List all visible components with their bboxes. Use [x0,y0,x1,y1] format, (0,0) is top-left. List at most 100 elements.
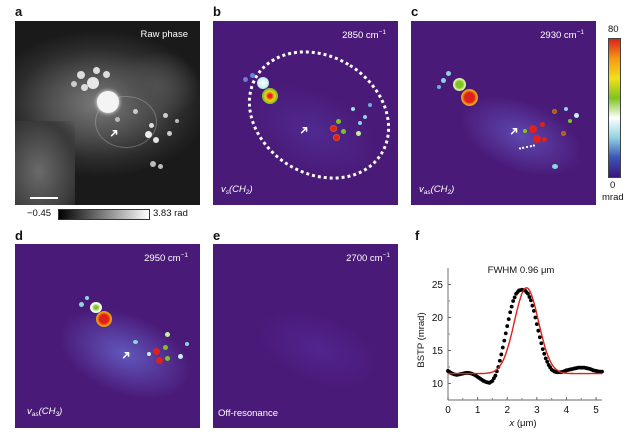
data-point [529,298,533,303]
lipid-droplet [93,67,100,74]
panel-a-title: Raw phase [140,29,188,40]
x-tick-label: 2 [504,405,510,416]
lipid-droplet [552,164,558,169]
colorbar-max-label: 3.83 rad [153,208,188,219]
lipid-droplet [163,345,168,350]
mode-close: ) [59,406,63,417]
wavenumber-label: 2850 cm−1 [342,29,386,41]
mode-group-sub: 2 [245,189,250,196]
panel-label-a: a [15,4,23,19]
panel-label-c: c [411,4,419,19]
lipid-droplet [453,78,466,91]
wavenumber-label: 2930 cm−1 [540,29,584,41]
data-point [545,359,550,364]
colorbar-unit-label: mrad [602,192,624,203]
lipid-droplet [257,77,269,89]
mrad-colorbar [608,38,621,178]
vibration-mode-label: vas(CH3) [27,406,62,418]
lipid-droplet [115,117,120,122]
lipid-droplet [568,119,572,123]
wavenumber-exponent: −1 [378,29,386,36]
panel-label-b: b [213,4,221,19]
lipid-droplet [461,89,478,106]
lipid-droplet [336,119,341,124]
mode-group-sub: 2 [447,189,452,196]
lipid-droplet [529,125,537,133]
map-2700: 2700 cm−1 Off-resonance [213,244,398,428]
lipid-droplet [103,71,110,78]
data-point [505,324,510,328]
lipid-droplet [333,134,340,141]
lipid-droplet [165,356,170,361]
colorbar-min-label: 0 [610,180,616,191]
data-point [509,304,514,309]
data-point [497,358,502,363]
lipid-droplet [163,113,168,118]
y-tick-label: 15 [432,346,444,357]
y-tick-label: 20 [432,313,444,324]
lipid-droplet [133,109,138,114]
lipid-droplet [77,71,85,79]
lipid-droplet [262,88,278,104]
data-point [600,369,604,374]
x-tick-label: 1 [475,405,481,416]
data-point [503,331,508,336]
colorbar-min-label: −0.45 [27,208,52,219]
data-point [534,322,539,326]
gaussian-fit-line [448,287,602,375]
lipid-droplet [145,131,152,138]
y-axis-label: BSTP (mrad) [416,312,427,367]
data-point [540,347,545,352]
panel-label-e: e [213,228,221,243]
lipid-droplet [533,135,541,143]
lipid-droplet [149,123,154,128]
wavenumber-exponent: −1 [180,252,188,259]
lipid-droplet [165,332,170,337]
data-point [508,310,513,315]
lipid-droplet [167,131,172,136]
lipid-droplet [96,311,112,327]
data-point [537,335,542,340]
wavenumber-value: 2700 cm [346,253,383,264]
data-point [543,356,548,361]
mode-prefix: v [27,406,32,417]
lipid-droplet [147,352,151,356]
data-point [527,295,532,299]
y-tick-label: 10 [432,379,444,390]
lipid-droplet [150,161,156,167]
mode-close: ) [451,184,455,195]
mode-group-sub: 3 [55,411,60,418]
lipid-droplet [87,77,99,89]
lipid-droplet [153,348,160,355]
wavenumber-exponent: −1 [576,29,584,36]
lipid-droplet [351,107,355,111]
lipid-droplet [90,302,102,313]
lipid-droplet [552,109,557,114]
wavenumber-value: 2930 cm [540,30,577,41]
data-point [526,291,530,296]
data-point [502,338,507,343]
wavenumber-label: 2950 cm−1 [144,252,188,264]
data-point [533,315,538,320]
y-tick-label: 25 [432,280,444,291]
x-tick-label: 0 [445,405,451,416]
lipid-droplet [156,357,163,364]
wavenumber-label: 2700 cm−1 [346,252,390,264]
lipid-droplet [358,121,362,125]
lipid-droplet [441,78,446,83]
data-point [539,341,544,346]
lipid-droplet [175,119,179,123]
x-axis-label: x (μm) [508,418,536,429]
scale-bar [30,197,58,199]
lipid-droplet [250,73,255,78]
chart-title: FWHM 0.96 μm [488,265,555,276]
wavenumber-value: 2950 cm [144,253,181,264]
lipid-droplet [330,125,337,132]
neighbor-cell-region [15,121,75,205]
raw-phase-image: ➜ Raw phase [15,21,200,205]
mode-sub: s [225,189,229,196]
x-tick-label: 3 [534,405,540,416]
lipid-droplet [356,131,361,136]
lipid-droplet [153,137,159,143]
